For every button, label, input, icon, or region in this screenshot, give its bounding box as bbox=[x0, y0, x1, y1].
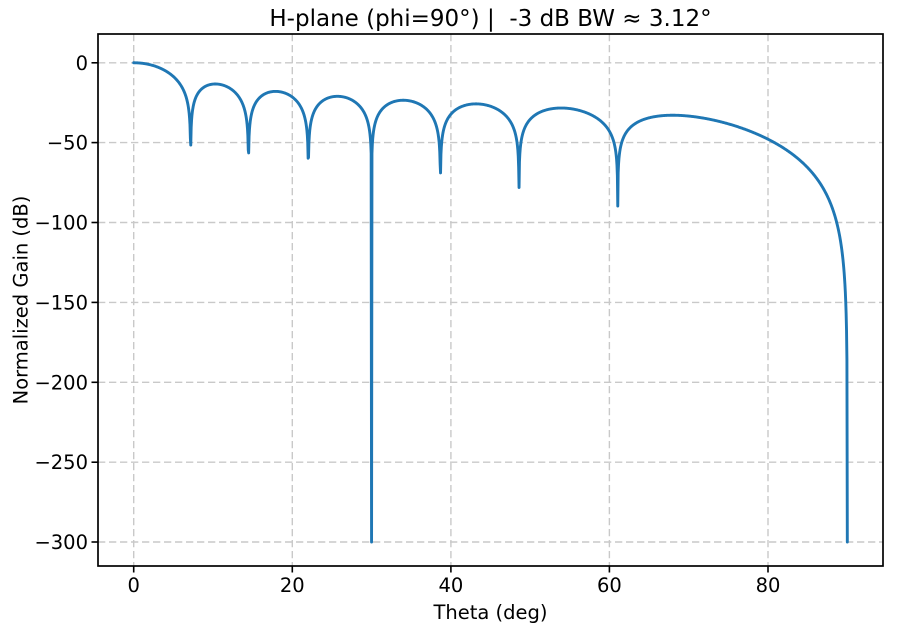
y-tick-label: −250 bbox=[34, 451, 88, 474]
y-tick-label: −50 bbox=[47, 132, 88, 155]
y-tick-label: −150 bbox=[34, 291, 88, 314]
tick-labels: 0 20 40 60 80 0 −50 −100 −150 −200 −250 −300 bbox=[34, 52, 780, 597]
x-tick-label: 40 bbox=[438, 574, 463, 597]
x-tick-label: 0 bbox=[127, 574, 139, 597]
y-tick-label: −300 bbox=[34, 531, 88, 554]
x-tick-label: 60 bbox=[597, 574, 622, 597]
x-tick-label: 80 bbox=[756, 574, 781, 597]
y-tick-label: −100 bbox=[34, 212, 88, 235]
y-axis-label: Normalized Gain (dB) bbox=[9, 195, 33, 405]
y-tick-label: −200 bbox=[34, 371, 88, 394]
gridlines bbox=[98, 34, 883, 566]
y-tick-label: 0 bbox=[76, 52, 88, 75]
axis-ticks bbox=[91, 61, 769, 573]
plot-frame bbox=[97, 33, 884, 567]
x-axis-label: Theta (deg) bbox=[433, 601, 548, 624]
plot-area bbox=[98, 34, 883, 566]
pattern-curve bbox=[132, 61, 849, 544]
x-tick-label: 20 bbox=[280, 574, 305, 597]
chart-title: H-plane (phi=90°) | -3 dB BW ≈ 3.12° bbox=[269, 6, 712, 32]
